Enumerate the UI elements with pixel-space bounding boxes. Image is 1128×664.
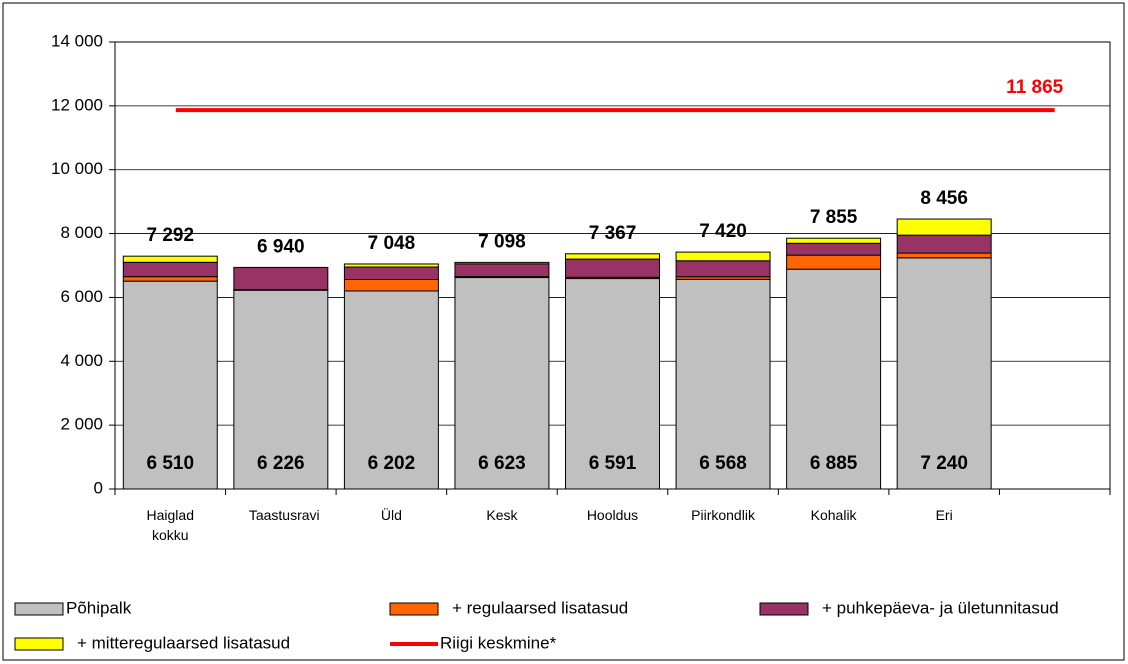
bar-segment xyxy=(675,278,771,490)
y-tick-label: 12 000 xyxy=(51,95,103,114)
x-tick-label-box: Kohalik xyxy=(810,507,857,523)
base-value-label: 6 202 xyxy=(368,453,416,474)
total-value-label: 7 048 xyxy=(368,233,416,254)
base-value-label: 6 568 xyxy=(699,453,747,474)
legend-label: Riigi keskmine* xyxy=(440,633,557,652)
bar-segment xyxy=(675,251,771,262)
bar-segment xyxy=(565,258,660,278)
x-tick-label-box: Üld xyxy=(380,507,402,523)
legend-swatch xyxy=(759,602,809,616)
total-value-label: 7 367 xyxy=(589,223,637,244)
total-value-label: 8 456 xyxy=(920,188,968,209)
reference-label: 11 865 xyxy=(1006,77,1063,98)
bar-segment xyxy=(122,276,218,282)
bar-segment xyxy=(896,257,992,490)
x-tick-label: Kesk xyxy=(486,507,518,523)
y-tick-label: 8 000 xyxy=(60,223,103,242)
base-value-label: 7 240 xyxy=(920,453,968,474)
x-tick-label: Taastusravi xyxy=(248,507,320,523)
y-tick-label: 2 000 xyxy=(60,415,103,434)
bar-segment xyxy=(896,234,992,254)
bar-segment xyxy=(565,278,660,490)
legend-label: Põhipalk xyxy=(66,598,132,617)
bar-segment xyxy=(786,242,882,256)
total-value-label: 6 940 xyxy=(257,236,305,257)
x-tick-label-box: Taastusravi xyxy=(248,507,320,523)
x-tick-label: Kohalik xyxy=(810,507,857,523)
bar-segment xyxy=(454,261,550,265)
bar-segment xyxy=(343,290,439,490)
total-value-label: 7 098 xyxy=(478,231,526,252)
bar-segment xyxy=(233,289,329,490)
bar-segment xyxy=(343,278,439,292)
bar-segment xyxy=(675,260,771,278)
y-tick-label: 10 000 xyxy=(51,159,103,178)
legend-swatch xyxy=(389,602,439,616)
total-value-label: 7 420 xyxy=(699,221,747,242)
y-tick-label: 4 000 xyxy=(60,351,103,370)
legend-label: + regulaarsed lisatasud xyxy=(452,598,628,617)
bar-segment xyxy=(122,261,218,278)
x-tick-label: Piirkondlik xyxy=(691,507,755,523)
bar-segment xyxy=(786,237,882,244)
legend-label: + mitteregulaarsed lisatasud xyxy=(77,633,290,652)
legend-swatch xyxy=(14,637,64,651)
x-tick-label-box: Haiglad kokku xyxy=(146,507,194,543)
bar-segment xyxy=(343,266,439,280)
x-tick-label-box: Eri xyxy=(935,507,953,523)
legend-label: + puhkepäeva- ja ületunnitasud xyxy=(822,598,1059,617)
bar-segment xyxy=(896,218,992,236)
bar-segment xyxy=(454,263,550,278)
bar-segment xyxy=(786,268,882,490)
bar-segment xyxy=(896,252,992,259)
total-value-label: 7 292 xyxy=(147,225,195,246)
x-tick-label: Haiglad kokku xyxy=(146,507,194,543)
bar-segment xyxy=(122,280,218,490)
bar-segment xyxy=(233,266,329,291)
y-tick-label: 14 000 xyxy=(51,31,103,50)
base-value-label: 6 510 xyxy=(147,453,195,474)
base-value-label: 6 885 xyxy=(810,453,858,474)
x-tick-label-box: Kesk xyxy=(486,507,518,523)
bar-segment xyxy=(454,277,550,490)
legend-swatch xyxy=(14,602,64,616)
base-value-label: 6 591 xyxy=(589,453,637,474)
x-tick-label: Eri xyxy=(935,507,953,523)
x-tick-label-box: Piirkondlik xyxy=(691,507,755,523)
bar-segment xyxy=(122,255,218,263)
base-value-label: 6 226 xyxy=(257,453,305,474)
x-tick-label: Hooldus xyxy=(586,507,639,523)
bar-segment xyxy=(565,253,660,260)
x-tick-label-box: Hooldus xyxy=(586,507,639,523)
total-value-label: 7 855 xyxy=(810,207,858,228)
y-tick-label: 0 xyxy=(94,478,103,497)
base-value-label: 6 623 xyxy=(478,453,526,474)
bar-segment xyxy=(343,263,439,268)
x-tick-label: Üld xyxy=(380,507,402,523)
y-tick-label: 6 000 xyxy=(60,287,103,306)
bar-segment xyxy=(786,254,882,270)
